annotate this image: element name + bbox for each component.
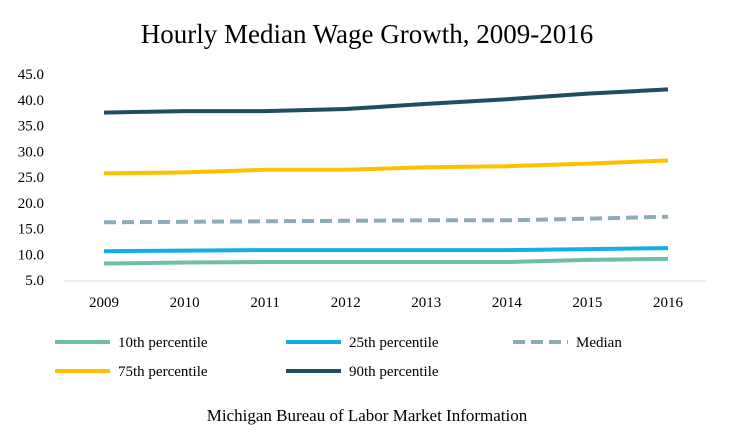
x-tick-label: 2016 — [653, 295, 684, 311]
series-line-75th-percentile — [103, 158, 669, 176]
y-tick-label: 10.0 — [18, 247, 44, 263]
x-tick-label: 2011 — [250, 295, 279, 311]
legend-label-25th-percentile: 25th percentile — [349, 335, 439, 351]
legend: 10th percentile 25th percentile Median 75th… — [55, 335, 622, 380]
y-axis: 5.0 10.0 15.0 20.0 25.0 30.0 35.0 40.0 45.0 — [18, 67, 44, 289]
x-tick-label: 2015 — [572, 295, 602, 311]
y-tick-label: 30.0 — [18, 144, 44, 160]
y-tick-label: 25.0 — [18, 170, 44, 186]
legend-label-median: Median — [576, 335, 622, 351]
series-lines — [103, 87, 669, 266]
source-note: Michigan Bureau of Labor Market Informat… — [207, 406, 528, 425]
x-tick-label: 2010 — [170, 295, 200, 311]
legend-label-90th-percentile: 90th percentile — [349, 364, 439, 380]
y-tick-label: 15.0 — [18, 222, 44, 238]
x-tick-label: 2012 — [331, 295, 361, 311]
x-axis: 2009 2010 2011 2012 2013 2014 2015 2016 — [64, 280, 706, 311]
series-line-median — [103, 214, 669, 225]
y-tick-label: 35.0 — [18, 119, 44, 135]
x-tick-label: 2013 — [411, 295, 441, 311]
series-line-10th-percentile — [103, 256, 669, 266]
legend-label-10th-percentile: 10th percentile — [118, 335, 208, 351]
y-tick-label: 20.0 — [18, 196, 44, 212]
chart-title: Hourly Median Wage Growth, 2009-2016 — [141, 19, 594, 49]
y-tick-label: 5.0 — [25, 273, 44, 289]
x-tick-label: 2009 — [89, 295, 119, 311]
series-line-25th-percentile — [103, 246, 669, 254]
series-line-90th-percentile — [103, 87, 669, 115]
x-tick-label: 2014 — [492, 295, 523, 311]
y-tick-label: 45.0 — [18, 67, 44, 83]
legend-label-75th-percentile: 75th percentile — [118, 364, 208, 380]
y-tick-label: 40.0 — [18, 93, 44, 109]
